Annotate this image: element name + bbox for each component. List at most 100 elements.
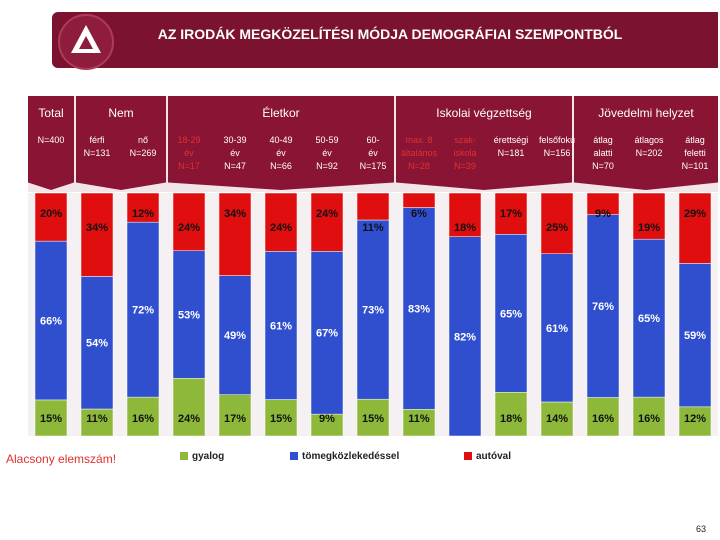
column-label-3: 18-29 év N=17 bbox=[177, 135, 201, 171]
bar-auto-4 bbox=[218, 192, 252, 276]
group-eletkor-label: Életkor bbox=[262, 106, 300, 120]
bar-tomeg-13 bbox=[632, 238, 666, 398]
label-gyalog-10: 18% bbox=[500, 413, 522, 425]
tab-total bbox=[28, 96, 74, 190]
label-tomeg-10: 65% bbox=[500, 308, 522, 320]
bar-gyalog-12 bbox=[586, 397, 620, 437]
label-auto-9: 18% bbox=[454, 222, 476, 234]
column-label-12: átlag alatti N=70 bbox=[592, 135, 614, 171]
label-auto-12: 9% bbox=[595, 208, 611, 220]
tab-iskolai bbox=[396, 96, 572, 190]
tab-eletkor bbox=[168, 96, 394, 190]
bar-gyalog-4 bbox=[218, 394, 252, 437]
legend-swatch-gyalog bbox=[180, 452, 188, 461]
bar-gyalog-1 bbox=[80, 408, 114, 437]
page-number: 63 bbox=[695, 524, 706, 534]
column-label-0: N=400 bbox=[37, 135, 65, 145]
bar-gyalog-0 bbox=[34, 399, 68, 437]
column-label-9: szak-iskola N=39 bbox=[453, 135, 477, 171]
label-auto-13: 19% bbox=[638, 222, 660, 234]
label-gyalog-13: 16% bbox=[638, 413, 660, 425]
label-auto-7: 11% bbox=[362, 222, 384, 234]
label-tomeg-6: 67% bbox=[316, 328, 338, 340]
bar-tomeg-8 bbox=[402, 207, 436, 410]
bar-tomeg-6 bbox=[310, 251, 344, 415]
bar-tomeg-5 bbox=[264, 251, 298, 400]
column-label-4: 30-39 év N=47 bbox=[223, 135, 247, 171]
legend-tomeg: tömegközlekedéssel bbox=[290, 451, 399, 462]
label-tomeg-0: 66% bbox=[40, 316, 62, 328]
label-tomeg-7: 73% bbox=[362, 305, 384, 317]
label-auto-8: 6% bbox=[411, 208, 427, 220]
column-label-11: felsőfokú N=156 bbox=[538, 135, 576, 158]
column-label-13: átlagos N=202 bbox=[634, 135, 664, 158]
column-label-5: 40-49 év N=66 bbox=[269, 135, 293, 171]
label-auto-10: 17% bbox=[500, 208, 522, 220]
tab-nem bbox=[76, 96, 166, 190]
label-auto-11: 25% bbox=[546, 222, 568, 234]
label-auto-2: 12% bbox=[132, 208, 154, 220]
bar-tomeg-9 bbox=[448, 236, 482, 437]
bar-tomeg-0 bbox=[34, 240, 68, 401]
bar-gyalog-5 bbox=[264, 399, 298, 437]
label-tomeg-1: 54% bbox=[86, 338, 108, 350]
logo bbox=[58, 14, 114, 70]
column-label-1: férfi N=131 bbox=[83, 135, 111, 158]
legend-swatch-tomeg bbox=[290, 452, 298, 461]
bar-tomeg-1 bbox=[80, 276, 114, 410]
bar-tomeg-2 bbox=[126, 221, 160, 398]
legend-label-auto: autóval bbox=[476, 451, 512, 462]
legend-swatch-auto bbox=[464, 452, 472, 461]
column-label-6: 50-59 év N=92 bbox=[315, 135, 339, 171]
label-tomeg-2: 72% bbox=[132, 305, 154, 317]
label-gyalog-6: 9% bbox=[319, 413, 335, 425]
label-tomeg-14: 59% bbox=[684, 330, 706, 342]
label-gyalog-5: 15% bbox=[270, 413, 292, 425]
label-auto-3: 24% bbox=[178, 222, 200, 234]
legend-gyalog: gyalog bbox=[180, 451, 224, 462]
triangle-logo-icon bbox=[71, 25, 101, 53]
bar-gyalog-10 bbox=[494, 392, 528, 437]
column-label-2: nő N=269 bbox=[129, 135, 157, 158]
label-gyalog-7: 15% bbox=[362, 413, 384, 425]
legend-auto: autóval bbox=[464, 451, 511, 462]
bar-tomeg-11 bbox=[540, 253, 574, 403]
column-label-7: 60- év N=175 bbox=[359, 135, 387, 171]
label-gyalog-14: 12% bbox=[684, 413, 706, 425]
bar-tomeg-3 bbox=[172, 250, 206, 379]
bar-auto-7 bbox=[356, 192, 390, 221]
label-tomeg-12: 76% bbox=[592, 301, 614, 313]
label-gyalog-8: 11% bbox=[408, 413, 430, 425]
label-auto-6: 24% bbox=[316, 208, 338, 220]
bar-gyalog-7 bbox=[356, 398, 390, 437]
legend-label-tomeg: tömegközlekedéssel bbox=[302, 451, 400, 462]
label-tomeg-5: 61% bbox=[270, 320, 292, 332]
label-gyalog-12: 16% bbox=[592, 413, 614, 425]
bar-auto-5 bbox=[264, 192, 298, 252]
label-tomeg-3: 53% bbox=[178, 310, 200, 322]
bar-auto-13 bbox=[632, 192, 666, 240]
label-tomeg-11: 61% bbox=[546, 323, 568, 335]
label-tomeg-8: 83% bbox=[408, 303, 430, 315]
title-banner bbox=[52, 12, 718, 68]
column-label-10: érettségi N=181 bbox=[493, 135, 529, 158]
bar-tomeg-4 bbox=[218, 275, 252, 395]
label-tomeg-13: 65% bbox=[638, 313, 660, 325]
label-auto-0: 20% bbox=[40, 208, 62, 220]
column-label-8: max. 8 általános N=28 bbox=[400, 135, 438, 171]
bar-auto-10 bbox=[494, 192, 528, 235]
page-title: AZ IRODÁK MEGKÖZELÍTÉSI MÓDJA DEMOGRÁFIA… bbox=[157, 26, 623, 42]
bar-auto-14 bbox=[678, 192, 712, 264]
bar-auto-2 bbox=[126, 192, 160, 223]
low-sample-note: Alacsony elemszám! bbox=[6, 452, 117, 466]
group-iskolai-label: Iskolai végzettség bbox=[436, 106, 532, 120]
bar-auto-11 bbox=[540, 192, 574, 254]
label-auto-4: 34% bbox=[224, 208, 246, 220]
label-gyalog-2: 16% bbox=[132, 413, 154, 425]
bar-tomeg-12 bbox=[586, 214, 620, 398]
legend-label-gyalog: gyalog bbox=[192, 451, 225, 462]
bar-gyalog-2 bbox=[126, 396, 160, 437]
bar-auto-8 bbox=[402, 192, 436, 208]
bar-auto-3 bbox=[172, 192, 206, 251]
group-total-label: Total bbox=[38, 106, 64, 120]
